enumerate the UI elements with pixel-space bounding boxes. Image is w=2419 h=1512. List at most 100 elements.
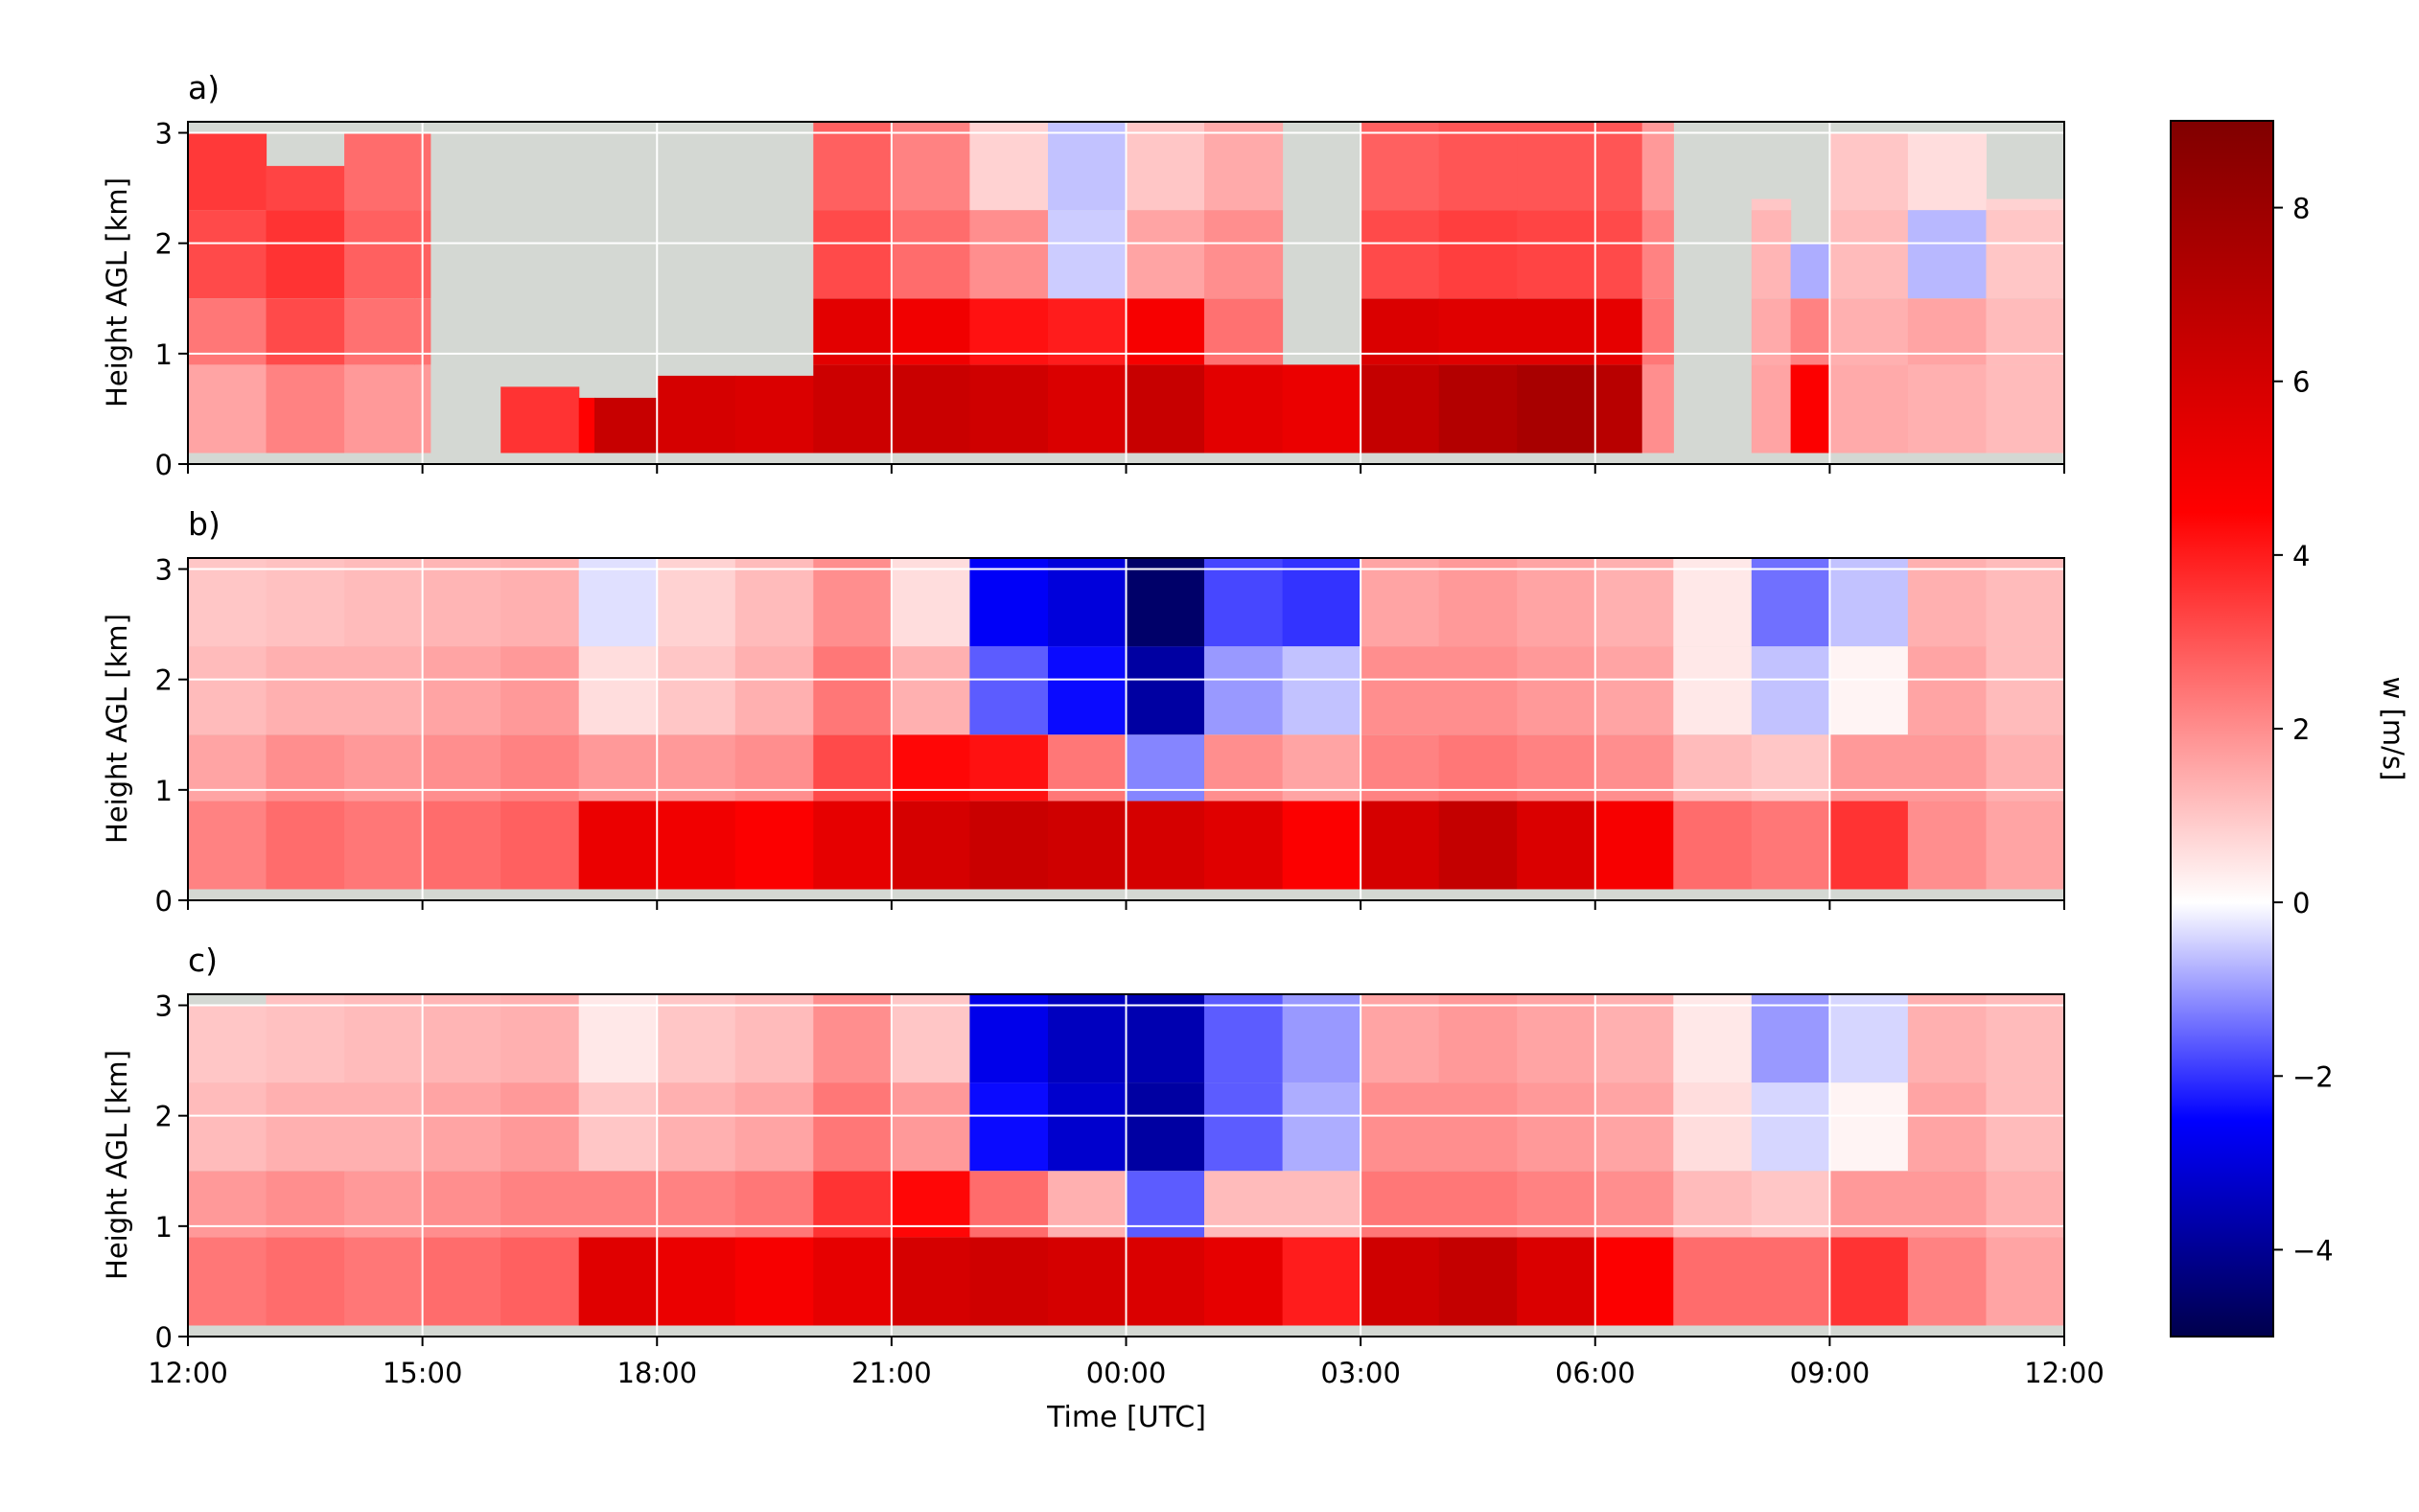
heatmap-cell	[1126, 1237, 1205, 1326]
heatmap-cell	[1517, 1237, 1596, 1326]
x-ticks-a	[187, 464, 2065, 474]
x-ticks-b	[187, 900, 2065, 910]
heatmap-cell	[891, 994, 970, 1083]
heatmap-cell	[657, 994, 736, 1083]
heatmap-cell	[1594, 122, 1643, 211]
heatmap-cell	[1829, 132, 1909, 211]
heatmap-cell	[969, 994, 1049, 1083]
heatmap-cell	[1126, 1082, 1205, 1172]
heatmap-cell	[657, 375, 736, 454]
heatmap-cell	[188, 1082, 267, 1172]
heatmap-cell	[1829, 210, 1909, 299]
heatmap-cell	[1594, 646, 1674, 735]
heatmap-cell	[1361, 558, 1440, 647]
y-tick-label: 2	[155, 664, 173, 697]
heatmap-cell	[1829, 801, 1909, 890]
heatmap-cell	[891, 1171, 970, 1238]
heatmap-cell	[891, 122, 970, 211]
heatmap-cell	[1829, 1237, 1909, 1326]
heatmap-cell	[1204, 994, 1284, 1083]
heatmap-cell	[1907, 558, 1987, 647]
grid-a	[188, 122, 2064, 464]
heatmap-cell	[969, 734, 1049, 802]
heatmap-cell	[1829, 734, 1909, 802]
heatmap-cell	[1361, 734, 1440, 802]
heatmap-cell	[1986, 558, 2065, 647]
heatmap-cell	[1594, 1171, 1674, 1238]
heatmap-cell	[344, 1171, 424, 1238]
heatmap-cell	[188, 801, 267, 890]
panel-b: b) 0 1 2 3 Height AGL [km]	[101, 505, 2065, 918]
heatmap-cell	[188, 646, 267, 735]
heatmap-cell	[1282, 646, 1361, 735]
heatmap-cell	[578, 558, 658, 647]
heatmap-cell	[891, 734, 970, 802]
heatmap-cell	[1517, 210, 1596, 299]
heatmap-cell	[422, 1237, 501, 1326]
heatmap-cell	[969, 801, 1049, 890]
heatmap-cell	[188, 364, 267, 454]
heatmap-cell	[1517, 122, 1596, 211]
colorbar-tick-label: 0	[2292, 887, 2310, 919]
heatmap-cell	[1048, 1082, 1128, 1172]
heatmap-cell	[1361, 1171, 1440, 1238]
x-axis-label: Time [UTC]	[1046, 1401, 1206, 1434]
heatmap-cell	[1048, 122, 1128, 211]
heatmap-cell	[1986, 1171, 2065, 1238]
heatmap-cell	[1751, 994, 1830, 1083]
heatmap-cell	[813, 1171, 893, 1238]
heatmap-cell	[813, 210, 893, 299]
heatmap-cell	[734, 1171, 814, 1238]
heatmap-cell	[1594, 801, 1674, 890]
heatmap-cell	[1126, 122, 1205, 211]
heatmap-cell	[1048, 1237, 1128, 1326]
heatmap-cell	[266, 1237, 345, 1326]
heatmap-cell	[1829, 558, 1909, 647]
heatmap-cell	[188, 210, 267, 299]
heatmap-cell	[1907, 210, 1987, 299]
heatmap-cell	[344, 1237, 424, 1326]
heatmap-cell	[813, 646, 893, 735]
heatmap-cell	[344, 646, 424, 735]
heatmap-cell	[1361, 210, 1440, 299]
heatmap-cell	[734, 558, 814, 647]
heatmap-cell	[1438, 646, 1518, 735]
heatmap-cell	[500, 994, 580, 1083]
heatmap-cell	[1673, 801, 1753, 890]
heatmap-cell	[1204, 364, 1284, 454]
heatmap-cell	[1986, 298, 2065, 365]
heatmap-cell	[657, 801, 736, 890]
y-tick-label: 0	[155, 885, 173, 918]
heatmap-cell	[1986, 364, 2065, 454]
panel-label-a: a)	[188, 69, 220, 106]
y-axis-label-c: Height AGL [km]	[101, 1050, 133, 1280]
heatmap-cell	[500, 646, 580, 735]
heatmap-cell	[422, 646, 501, 735]
heatmap-cell	[1126, 210, 1205, 299]
heatmap-cell	[578, 397, 595, 454]
heatmap-cell	[578, 646, 658, 735]
heatmap-cell	[734, 646, 814, 735]
heatmap-cell	[1751, 1171, 1830, 1238]
heatmap-cell	[1751, 646, 1830, 735]
heatmap-cell	[266, 646, 345, 735]
heatmap-cell	[891, 1082, 970, 1172]
heatmap-cell	[1438, 734, 1518, 802]
heatmap-cell	[1829, 364, 1909, 454]
colorbar-tick-label: −4	[2292, 1234, 2334, 1267]
heatmap-cell	[1986, 646, 2065, 735]
colorbar-tick-label: 4	[2292, 540, 2310, 572]
heatmap-cell	[500, 801, 580, 890]
heatmap-cell	[344, 298, 416, 365]
heatmap-cell	[1126, 364, 1205, 454]
heatmap-cell	[1126, 646, 1205, 735]
heatmap-cell	[1673, 1237, 1753, 1326]
heatmap-cell	[1673, 734, 1753, 802]
heatmap-cell	[891, 801, 970, 890]
heatmap-cell	[1673, 994, 1753, 1083]
heatmap-cell	[1282, 364, 1361, 454]
heatmap-cell	[344, 364, 416, 454]
heatmap-cell	[1594, 558, 1674, 647]
heatmap-cell	[500, 734, 580, 802]
heatmap-cell	[1204, 734, 1284, 802]
